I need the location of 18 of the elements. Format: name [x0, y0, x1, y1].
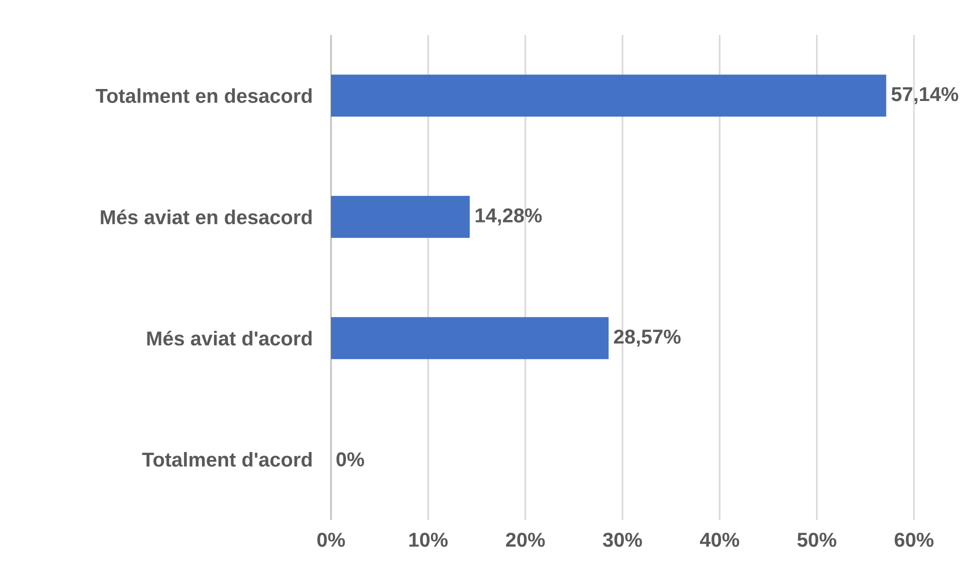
x-tick-label: 40% — [700, 532, 740, 547]
x-tick-label: 50% — [797, 532, 836, 547]
x-tick-label: 30% — [602, 532, 642, 547]
y-tick-label: Totalment en desacord — [96, 88, 312, 103]
bar — [331, 317, 609, 360]
data-label: 0% — [336, 452, 364, 466]
x-tick-label: 0% — [317, 532, 345, 547]
data-label: 28,57% — [614, 330, 681, 347]
data-label: 14,28% — [476, 208, 542, 226]
data-label: 57,14% — [892, 87, 958, 104]
y-tick-label: Més aviat en desacord — [100, 209, 312, 224]
bar — [331, 74, 886, 117]
x-tick-label: 10% — [409, 532, 448, 547]
x-tick-label: 20% — [506, 532, 545, 547]
bar — [331, 196, 470, 238]
y-tick-label: Més aviat d'acord — [147, 330, 312, 346]
x-tick-label: 60% — [894, 532, 934, 547]
y-tick-label: Totalment d'acord — [142, 452, 312, 467]
